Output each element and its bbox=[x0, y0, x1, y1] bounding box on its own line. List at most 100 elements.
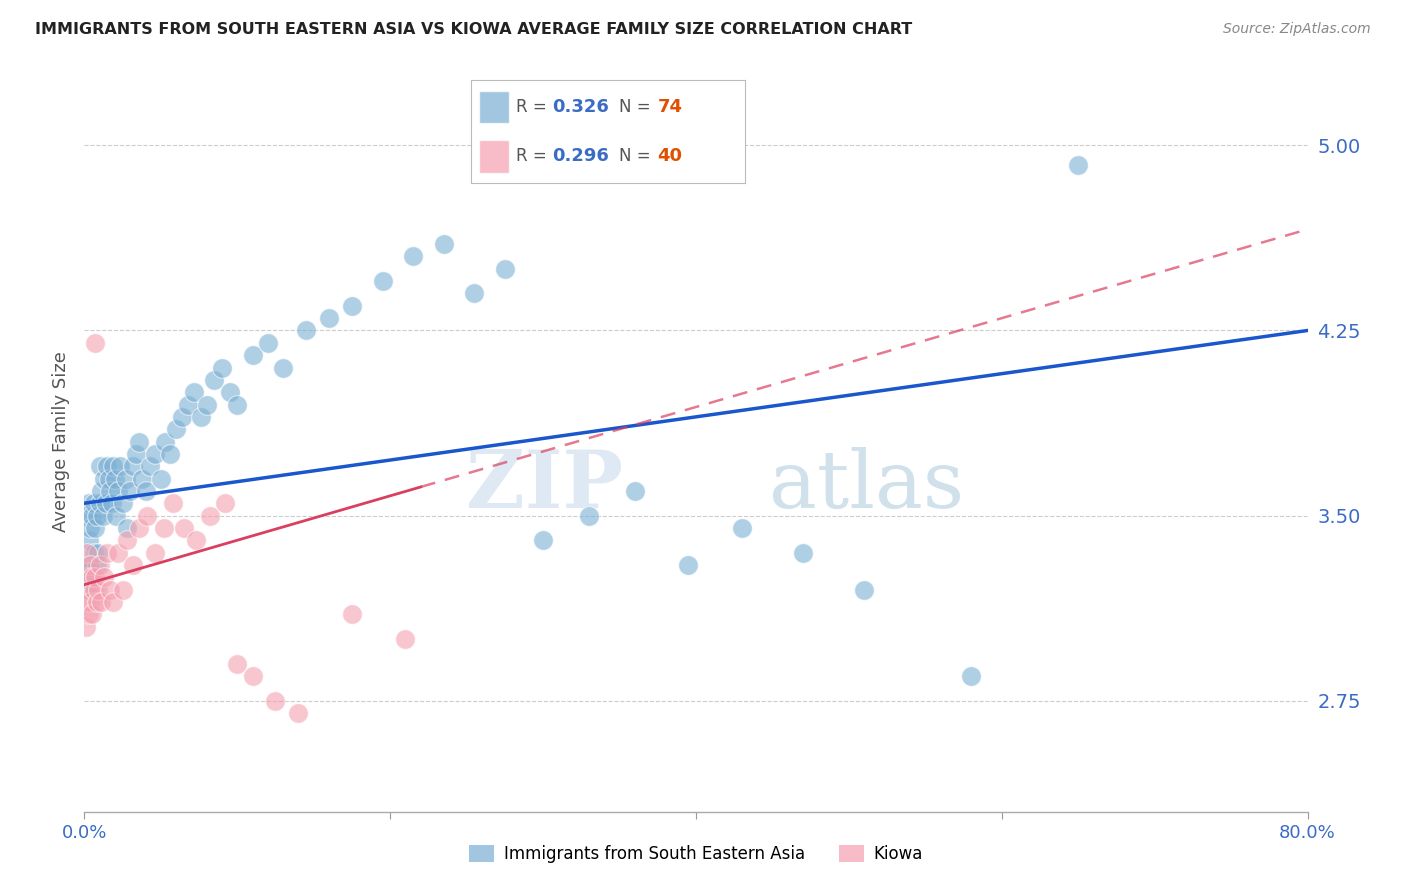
Point bbox=[115, 521, 138, 535]
Point bbox=[218, 385, 240, 400]
Point bbox=[83, 496, 105, 510]
Point bbox=[173, 521, 195, 535]
Point bbox=[242, 669, 264, 683]
Point bbox=[103, 595, 125, 609]
Point bbox=[79, 595, 101, 609]
Point bbox=[960, 669, 983, 683]
Point bbox=[105, 508, 128, 523]
Point bbox=[287, 706, 309, 720]
Point bbox=[84, 570, 107, 584]
Point bbox=[162, 496, 184, 510]
Point bbox=[79, 558, 101, 572]
Point bbox=[115, 533, 138, 548]
Point bbox=[792, 546, 814, 560]
Point bbox=[91, 508, 114, 523]
Point bbox=[195, 398, 218, 412]
Point bbox=[149, 472, 172, 486]
Text: R =: R = bbox=[516, 98, 553, 116]
Point bbox=[153, 521, 176, 535]
Point bbox=[98, 582, 121, 597]
Point bbox=[184, 533, 207, 548]
Point bbox=[77, 607, 100, 622]
Point bbox=[79, 521, 101, 535]
Point bbox=[340, 299, 363, 313]
Point bbox=[86, 558, 108, 572]
Point bbox=[80, 570, 103, 584]
Point bbox=[96, 546, 118, 560]
Point bbox=[183, 385, 205, 400]
Point bbox=[93, 472, 115, 486]
Point bbox=[578, 508, 600, 523]
Point bbox=[76, 570, 98, 584]
Point bbox=[371, 274, 394, 288]
Point bbox=[128, 434, 150, 449]
Point bbox=[90, 595, 112, 609]
Point bbox=[402, 250, 425, 264]
Point bbox=[136, 508, 159, 523]
Text: 40: 40 bbox=[658, 147, 682, 165]
Point bbox=[128, 521, 150, 535]
Point bbox=[211, 360, 233, 375]
Point bbox=[107, 546, 129, 560]
Bar bbox=[479, 140, 509, 173]
Point bbox=[87, 582, 110, 597]
Point bbox=[394, 632, 416, 646]
Point bbox=[89, 459, 111, 474]
Point bbox=[83, 582, 105, 597]
Point bbox=[77, 496, 100, 510]
Point bbox=[214, 496, 236, 510]
Point bbox=[143, 447, 166, 461]
Point bbox=[131, 472, 153, 486]
Point bbox=[143, 546, 166, 560]
Point bbox=[271, 360, 294, 375]
Point bbox=[226, 398, 249, 412]
Point bbox=[101, 496, 124, 510]
Point bbox=[94, 496, 117, 510]
Point bbox=[80, 607, 103, 622]
Point bbox=[79, 570, 101, 584]
Text: 0.326: 0.326 bbox=[553, 98, 609, 116]
Bar bbox=[479, 91, 509, 123]
Point bbox=[97, 472, 120, 486]
Point bbox=[226, 657, 249, 671]
Point bbox=[257, 335, 280, 350]
Text: 0.296: 0.296 bbox=[553, 147, 609, 165]
Point bbox=[125, 447, 148, 461]
Point bbox=[678, 558, 700, 572]
Text: ZIP: ZIP bbox=[465, 447, 623, 525]
Text: IMMIGRANTS FROM SOUTH EASTERN ASIA VS KIOWA AVERAGE FAMILY SIZE CORRELATION CHAR: IMMIGRANTS FROM SOUTH EASTERN ASIA VS KI… bbox=[35, 22, 912, 37]
Point bbox=[98, 483, 121, 498]
Point bbox=[111, 496, 134, 510]
Point bbox=[84, 335, 107, 350]
Point bbox=[76, 582, 98, 597]
Point bbox=[1067, 158, 1090, 172]
Point bbox=[89, 496, 111, 510]
Point bbox=[107, 483, 129, 498]
Point bbox=[624, 483, 647, 498]
Point bbox=[76, 546, 98, 560]
Point bbox=[177, 398, 200, 412]
Point bbox=[83, 546, 105, 560]
Point bbox=[494, 261, 516, 276]
Point bbox=[264, 694, 287, 708]
Point bbox=[86, 595, 108, 609]
Point bbox=[93, 570, 115, 584]
Point bbox=[731, 521, 754, 535]
Point bbox=[77, 582, 100, 597]
Text: R =: R = bbox=[516, 147, 553, 165]
Point bbox=[89, 558, 111, 572]
Point bbox=[87, 546, 110, 560]
Point bbox=[155, 434, 177, 449]
Point bbox=[75, 558, 97, 572]
Point bbox=[159, 447, 181, 461]
Point bbox=[111, 582, 134, 597]
Text: atlas: atlas bbox=[769, 447, 965, 525]
Text: Source: ZipAtlas.com: Source: ZipAtlas.com bbox=[1223, 22, 1371, 37]
Point bbox=[120, 483, 142, 498]
Point bbox=[108, 459, 131, 474]
Point bbox=[77, 533, 100, 548]
Point bbox=[122, 558, 145, 572]
Point bbox=[165, 422, 187, 436]
Point bbox=[318, 311, 340, 326]
Y-axis label: Average Family Size: Average Family Size bbox=[52, 351, 70, 532]
